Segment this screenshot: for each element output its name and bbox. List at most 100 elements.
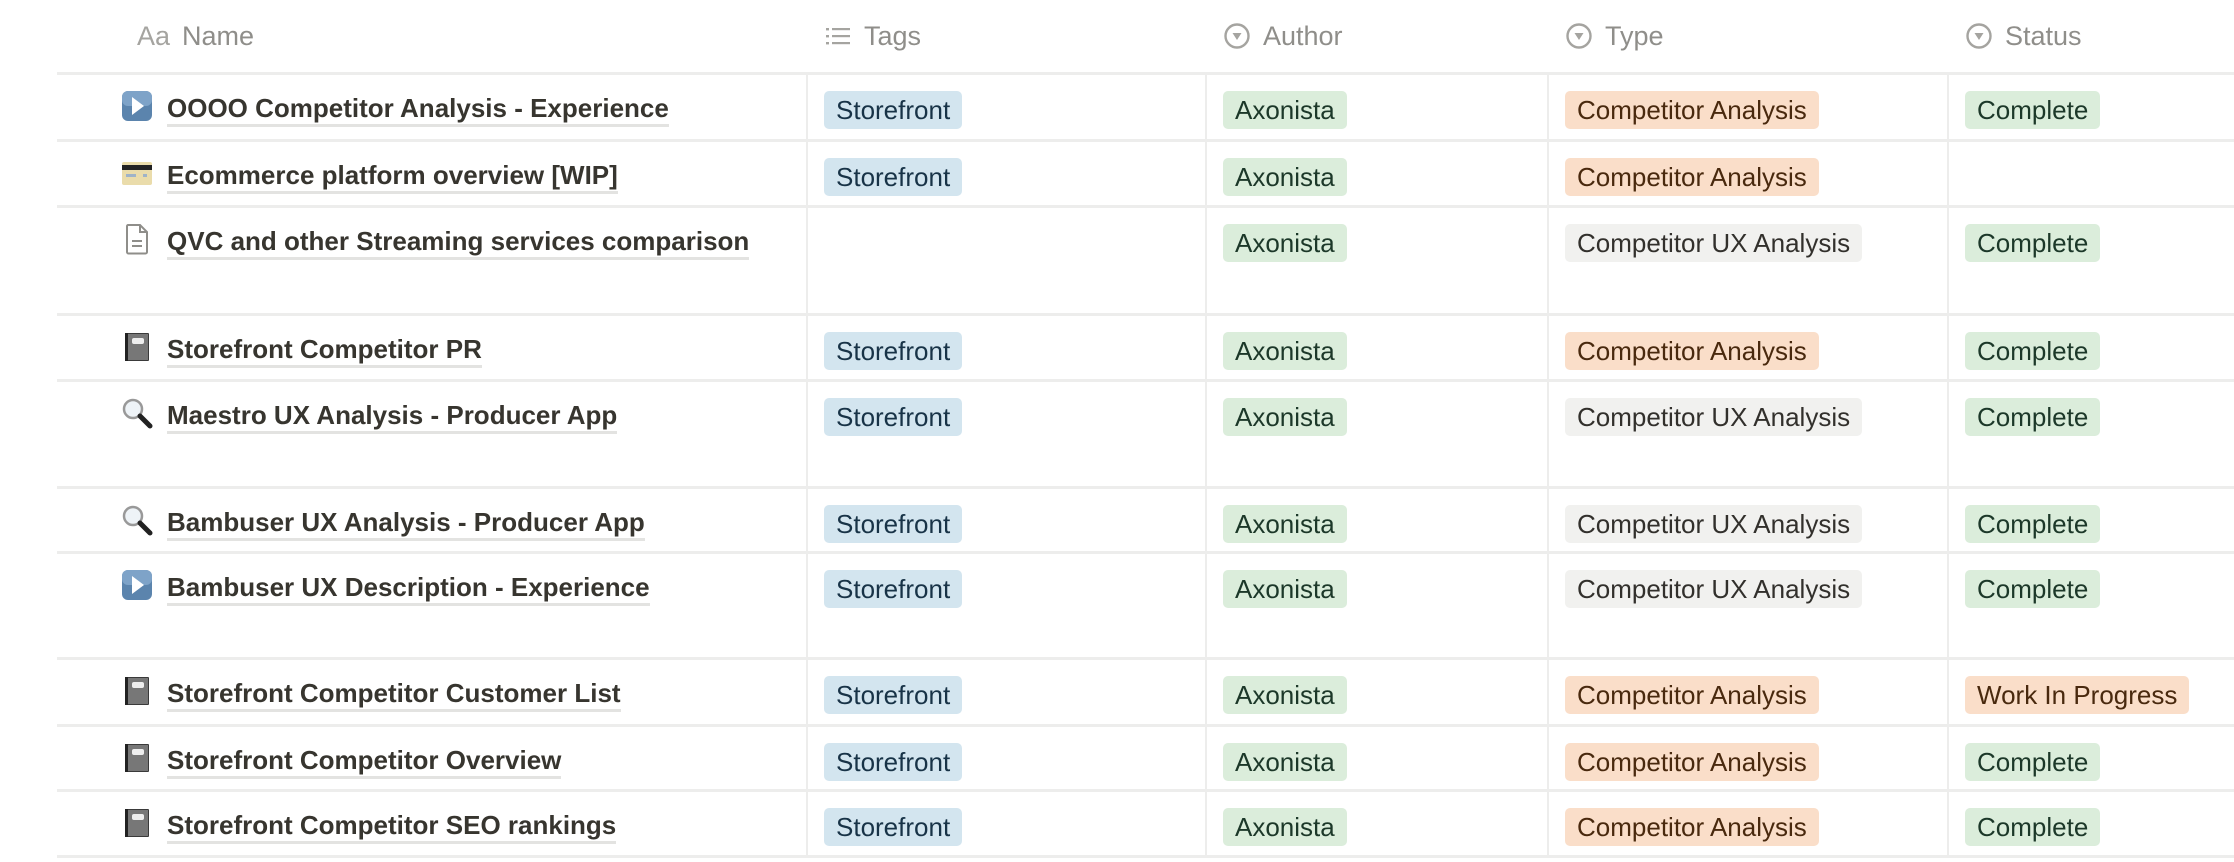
cell-type[interactable]: Competitor Analysis — [1549, 142, 1949, 205]
author-badge[interactable]: Axonista — [1223, 398, 1347, 436]
cell-name[interactable]: Bambuser UX Description - Experience — [57, 554, 808, 657]
status-badge[interactable]: Complete — [1965, 224, 2101, 262]
tag-badge[interactable]: Storefront — [824, 332, 963, 370]
status-badge[interactable]: Complete — [1965, 505, 2101, 543]
cell-tags[interactable]: Storefront — [808, 660, 1207, 724]
type-badge[interactable]: Competitor Analysis — [1565, 91, 1819, 129]
cell-type[interactable]: Competitor Analysis — [1549, 75, 1949, 139]
cell-status[interactable]: Complete — [1949, 316, 2234, 379]
tag-badge[interactable]: Storefront — [824, 808, 963, 846]
type-badge[interactable]: Competitor Analysis — [1565, 676, 1819, 714]
cell-author[interactable]: Axonista — [1207, 382, 1549, 486]
type-badge[interactable]: Competitor UX Analysis — [1565, 505, 1863, 543]
cell-author[interactable]: Axonista — [1207, 792, 1549, 855]
cell-status[interactable]: Complete — [1949, 554, 2234, 657]
cell-name[interactable]: QVC and other Streaming services compari… — [57, 208, 808, 313]
tag-badge[interactable]: Storefront — [824, 91, 963, 129]
cell-tags[interactable]: Storefront — [808, 792, 1207, 855]
cell-author[interactable]: Axonista — [1207, 660, 1549, 724]
author-badge[interactable]: Axonista — [1223, 224, 1347, 262]
cell-author[interactable]: Axonista — [1207, 75, 1549, 139]
cell-status[interactable]: Complete — [1949, 208, 2234, 313]
tag-badge[interactable]: Storefront — [824, 676, 963, 714]
cell-type[interactable]: Competitor UX Analysis — [1549, 208, 1949, 313]
cell-tags[interactable]: Storefront — [808, 142, 1207, 205]
status-badge[interactable]: Complete — [1965, 743, 2101, 781]
column-header-status[interactable]: Status — [1949, 21, 2234, 52]
tag-badge[interactable]: Storefront — [824, 570, 963, 608]
cell-status[interactable]: Complete — [1949, 382, 2234, 486]
cell-name[interactable]: Storefront Competitor SEO rankings — [57, 792, 808, 855]
author-badge[interactable]: Axonista — [1223, 505, 1347, 543]
page-title-link[interactable]: Storefront Competitor Customer List — [167, 678, 621, 712]
page-title-link[interactable]: Ecommerce platform overview [WIP] — [167, 160, 618, 194]
page-title-link[interactable]: Storefront Competitor Overview — [167, 745, 562, 779]
type-badge[interactable]: Competitor Analysis — [1565, 743, 1819, 781]
cell-name[interactable]: Ecommerce platform overview [WIP] — [57, 142, 808, 205]
cell-type[interactable]: Competitor Analysis — [1549, 316, 1949, 379]
column-header-name[interactable]: Aa Name — [57, 21, 808, 52]
cell-status[interactable]: Work In Progress — [1949, 660, 2234, 724]
cell-type[interactable]: Competitor Analysis — [1549, 660, 1949, 724]
cell-type[interactable]: Competitor UX Analysis — [1549, 382, 1949, 486]
cell-author[interactable]: Axonista — [1207, 142, 1549, 205]
author-badge[interactable]: Axonista — [1223, 332, 1347, 370]
tag-badge[interactable]: Storefront — [824, 158, 963, 196]
cell-name[interactable]: Storefront Competitor PR — [57, 316, 808, 379]
cell-name[interactable]: Bambuser UX Analysis - Producer App — [57, 489, 808, 551]
cell-name[interactable]: Maestro UX Analysis - Producer App — [57, 382, 808, 486]
cell-type[interactable]: Competitor UX Analysis — [1549, 554, 1949, 657]
type-badge[interactable]: Competitor UX Analysis — [1565, 398, 1863, 436]
cell-status[interactable]: Complete — [1949, 75, 2234, 139]
author-badge[interactable]: Axonista — [1223, 91, 1347, 129]
author-badge[interactable]: Axonista — [1223, 743, 1347, 781]
page-title-link[interactable]: QVC and other Streaming services compari… — [167, 226, 750, 260]
cell-name[interactable]: Storefront Competitor Overview — [57, 727, 808, 789]
type-badge[interactable]: Competitor UX Analysis — [1565, 224, 1863, 262]
cell-status[interactable]: Complete — [1949, 489, 2234, 551]
status-badge[interactable]: Work In Progress — [1965, 676, 2190, 714]
cell-type[interactable]: Competitor UX Analysis — [1549, 489, 1949, 551]
cell-type[interactable]: Competitor Analysis — [1549, 727, 1949, 789]
cell-tags[interactable]: Storefront — [808, 727, 1207, 789]
cell-author[interactable]: Axonista — [1207, 316, 1549, 379]
page-title-link[interactable]: Bambuser UX Description - Experience — [167, 572, 650, 606]
column-header-author[interactable]: Author — [1207, 21, 1549, 52]
cell-author[interactable]: Axonista — [1207, 489, 1549, 551]
cell-status[interactable]: Complete — [1949, 792, 2234, 855]
page-title-link[interactable]: OOOO Competitor Analysis - Experience — [167, 93, 669, 127]
cell-tags[interactable]: Storefront — [808, 75, 1207, 139]
page-title-link[interactable]: Storefront Competitor PR — [167, 334, 482, 368]
cell-name[interactable]: OOOO Competitor Analysis - Experience — [57, 75, 808, 139]
cell-name[interactable]: Storefront Competitor Customer List — [57, 660, 808, 724]
status-badge[interactable]: Complete — [1965, 570, 2101, 608]
type-badge[interactable]: Competitor Analysis — [1565, 158, 1819, 196]
status-badge[interactable]: Complete — [1965, 398, 2101, 436]
cell-tags[interactable]: Storefront — [808, 554, 1207, 657]
column-header-tags[interactable]: Tags — [808, 21, 1207, 52]
author-badge[interactable]: Axonista — [1223, 676, 1347, 714]
page-title-link[interactable]: Storefront Competitor SEO rankings — [167, 810, 617, 844]
cell-author[interactable]: Axonista — [1207, 727, 1549, 789]
cell-tags[interactable]: Storefront — [808, 489, 1207, 551]
tag-badge[interactable]: Storefront — [824, 743, 963, 781]
cell-tags[interactable]: Storefront — [808, 382, 1207, 486]
page-title-link[interactable]: Maestro UX Analysis - Producer App — [167, 400, 618, 434]
tag-badge[interactable]: Storefront — [824, 398, 963, 436]
cell-tags[interactable] — [808, 208, 1207, 313]
author-badge[interactable]: Axonista — [1223, 570, 1347, 608]
column-header-type[interactable]: Type — [1549, 21, 1949, 52]
status-badge[interactable]: Complete — [1965, 332, 2101, 370]
type-badge[interactable]: Competitor Analysis — [1565, 808, 1819, 846]
cell-author[interactable]: Axonista — [1207, 554, 1549, 657]
cell-type[interactable]: Competitor Analysis — [1549, 792, 1949, 855]
type-badge[interactable]: Competitor Analysis — [1565, 332, 1819, 370]
author-badge[interactable]: Axonista — [1223, 808, 1347, 846]
tag-badge[interactable]: Storefront — [824, 505, 963, 543]
status-badge[interactable]: Complete — [1965, 808, 2101, 846]
cell-status[interactable] — [1949, 142, 2234, 205]
author-badge[interactable]: Axonista — [1223, 158, 1347, 196]
type-badge[interactable]: Competitor UX Analysis — [1565, 570, 1863, 608]
cell-author[interactable]: Axonista — [1207, 208, 1549, 313]
status-badge[interactable]: Complete — [1965, 91, 2101, 129]
